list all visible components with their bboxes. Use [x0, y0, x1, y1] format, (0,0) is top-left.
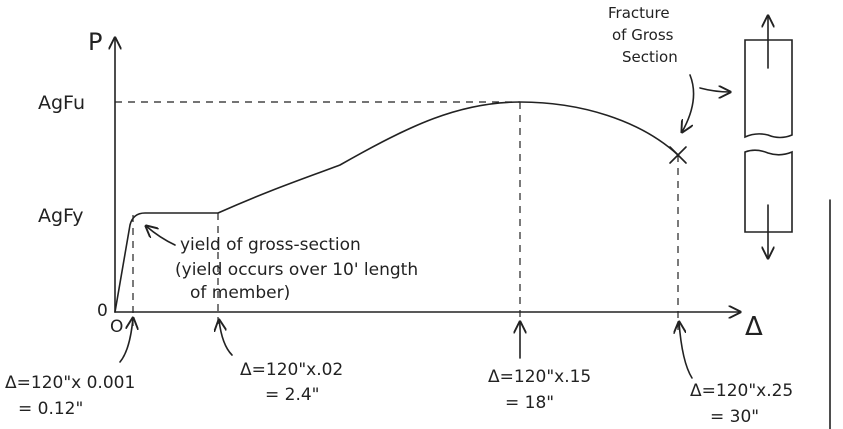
arrow: [700, 88, 730, 92]
strain-formula: Δ=120"x.15: [488, 367, 591, 387]
strain-formula: Δ=120"x.25: [690, 381, 793, 401]
annotation: Section: [622, 48, 678, 66]
arrow: [146, 226, 175, 245]
strain-result: = 2.4": [265, 385, 320, 405]
load-curve: [115, 102, 678, 312]
annotation: Fracture: [608, 4, 670, 22]
level-label: AgFy: [38, 205, 84, 227]
arrow: [219, 320, 232, 355]
y-axis-label: P: [88, 28, 102, 56]
strain-formula: Δ=120"x.02: [240, 360, 343, 380]
arrow: [682, 75, 694, 132]
annotation: of Gross: [612, 26, 674, 44]
annotation: of member): [190, 283, 290, 303]
x-axis-label: Δ: [745, 312, 763, 342]
strain-formula: Δ=120"x 0.001: [5, 373, 135, 393]
level-label: AgFu: [38, 92, 85, 114]
diagram: P Δ 0 O AgFu AgFy Fracture of Gross Sect…: [0, 0, 843, 429]
origin-label: O: [110, 317, 123, 337]
annotation: yield of gross-section: [180, 235, 361, 255]
arrow: [679, 322, 692, 378]
strain-result: = 18": [505, 393, 554, 413]
strain-result: = 0.12": [18, 399, 83, 419]
strain-result: = 30": [710, 407, 759, 427]
annotation: (yield occurs over 10' length: [175, 260, 418, 280]
origin-label: 0: [97, 301, 108, 321]
